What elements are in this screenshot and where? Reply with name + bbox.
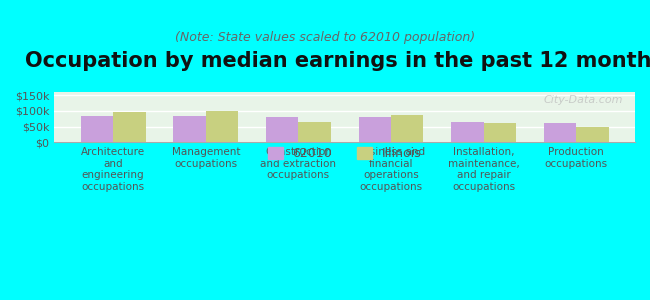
Title: Occupation by median earnings in the past 12 months: Occupation by median earnings in the pas…: [25, 51, 650, 71]
Bar: [298, 122, 331, 142]
Bar: [81, 116, 113, 142]
Bar: [451, 122, 484, 142]
Bar: [206, 111, 238, 142]
Text: (Note: State values scaled to 62010 population): (Note: State values scaled to 62010 popu…: [175, 32, 475, 44]
Bar: [359, 117, 391, 142]
Bar: [113, 112, 146, 142]
Bar: [576, 127, 608, 142]
Bar: [391, 115, 423, 142]
Bar: [544, 123, 576, 142]
Bar: [484, 123, 516, 142]
Text: City-Data.com: City-Data.com: [544, 94, 623, 104]
Bar: [266, 117, 298, 142]
Legend: 62010, Illinois: 62010, Illinois: [263, 142, 427, 165]
Bar: [174, 116, 206, 142]
